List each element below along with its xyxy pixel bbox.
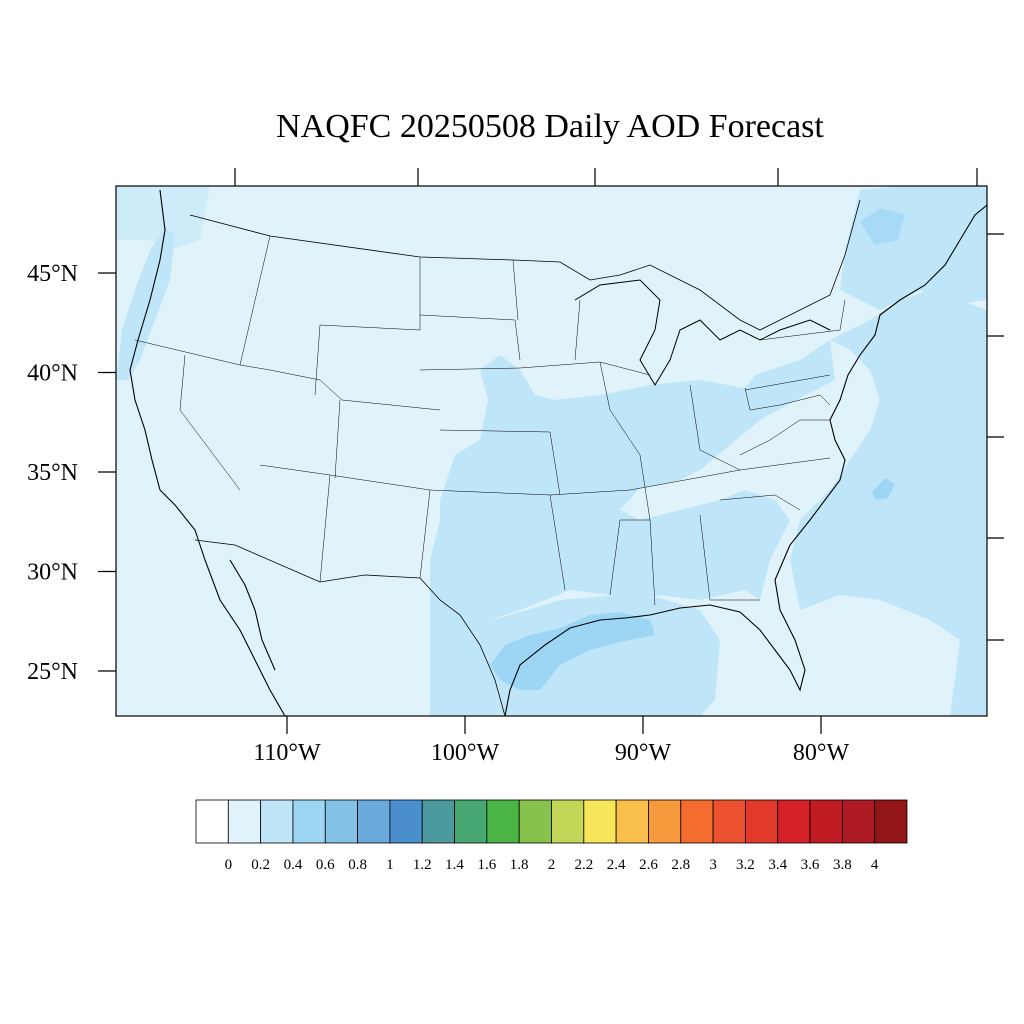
colorbar-label: 0.6 (316, 857, 335, 873)
lat-tick-label: 25°N (27, 659, 78, 685)
colorbar-label: 1.8 (510, 857, 529, 873)
colorbar-label: 3 (709, 857, 717, 873)
baja-coastline (229, 559, 276, 671)
colorbar-swatch (712, 799, 746, 844)
map-title: NAQFC 20250508 Daily AOD Forecast (276, 108, 824, 145)
colorbar-swatch (615, 799, 649, 844)
colorbar-swatch (745, 799, 779, 844)
lon-tick-label: 100°W (431, 740, 500, 766)
lat-tick-label: 40°N (27, 361, 78, 387)
colorbar-label: 3.4 (768, 857, 787, 873)
colorbar-swatch (357, 799, 391, 844)
aod-region-central (430, 340, 835, 630)
colorbar-label: 2.8 (671, 857, 690, 873)
aod-region-atlantic-spot (872, 478, 895, 500)
lon-tick-label: 90°W (615, 740, 672, 766)
colorbar-swatch (874, 799, 908, 844)
canada-border (189, 199, 861, 331)
colorbar-label: 3.2 (736, 857, 755, 873)
boundaries (129, 189, 987, 716)
colorbar-label: 2.6 (639, 857, 658, 873)
longitude-axis: 110°W 100°W 90°W 80°W (253, 716, 849, 766)
colorbar-label: 3.8 (833, 857, 852, 873)
colorbar-swatch (777, 799, 811, 844)
colorbar-swatch (680, 799, 714, 844)
top-ticks (234, 168, 978, 186)
colorbar-label: 0.8 (348, 857, 367, 873)
colorbar-label: 1.2 (413, 857, 432, 873)
lat-tick-label: 35°N (27, 460, 78, 486)
colorbar-swatch (260, 799, 294, 844)
colorbar-swatch (195, 799, 229, 844)
colorbar-label: 0.2 (251, 857, 270, 873)
state-lines (134, 235, 846, 606)
gulf-coastline (504, 204, 987, 716)
colorbar-swatch (486, 799, 520, 844)
great-lakes (574, 279, 831, 386)
aod-region-texas-coast (490, 612, 655, 690)
colorbar-label: 2 (548, 857, 556, 873)
colorbar-swatch (841, 799, 876, 844)
lon-tick-label: 110°W (253, 740, 321, 766)
colorbar-label: 4 (871, 857, 879, 873)
colorbar-label: 3.6 (801, 857, 820, 873)
colorbar-swatch (551, 799, 585, 844)
colorbar-swatch (518, 799, 552, 844)
lat-tick-label: 45°N (27, 261, 78, 287)
lat-tick-label: 30°N (27, 560, 78, 586)
lon-tick-label: 80°W (793, 740, 850, 766)
colorbar-label: 1.6 (477, 857, 496, 873)
colorbar-label: 0.4 (284, 857, 303, 873)
west-coastline (129, 189, 286, 716)
colorbar: 0 0.2 0.4 0.6 0.8 1 1.2 1.4 1.6 1.8 2 2.2 2.4 2.6 2.8 3… (195, 799, 908, 873)
colorbar-swatch (809, 799, 843, 844)
colorbar-swatch (583, 799, 617, 844)
aod-level-0.4-0.6 (490, 208, 905, 690)
colorbar-label: 1.4 (445, 857, 464, 873)
aod-field (116, 186, 987, 716)
colorbar-label: 1 (386, 857, 394, 873)
aod-region-westcoast (116, 228, 175, 380)
colorbar-swatch (421, 799, 455, 844)
colorbar-swatch (454, 799, 488, 844)
colorbar-swatch (292, 799, 326, 844)
colorbar-label: 0 (225, 857, 233, 873)
colorbar-label: 2.4 (607, 857, 626, 873)
colorbar-swatch (648, 799, 682, 844)
colorbar-swatch (389, 799, 423, 844)
colorbar-swatch (227, 799, 262, 844)
aod-region-canada-spot (860, 208, 905, 245)
colorbar-label: 2.2 (574, 857, 593, 873)
map-frame (115, 185, 988, 717)
aod-region-atlantic (790, 290, 987, 716)
latitude-axis: 45°N 40°N 35°N 30°N 25°N (27, 261, 116, 685)
right-ticks (987, 233, 1004, 641)
colorbar-swatch (324, 799, 358, 844)
